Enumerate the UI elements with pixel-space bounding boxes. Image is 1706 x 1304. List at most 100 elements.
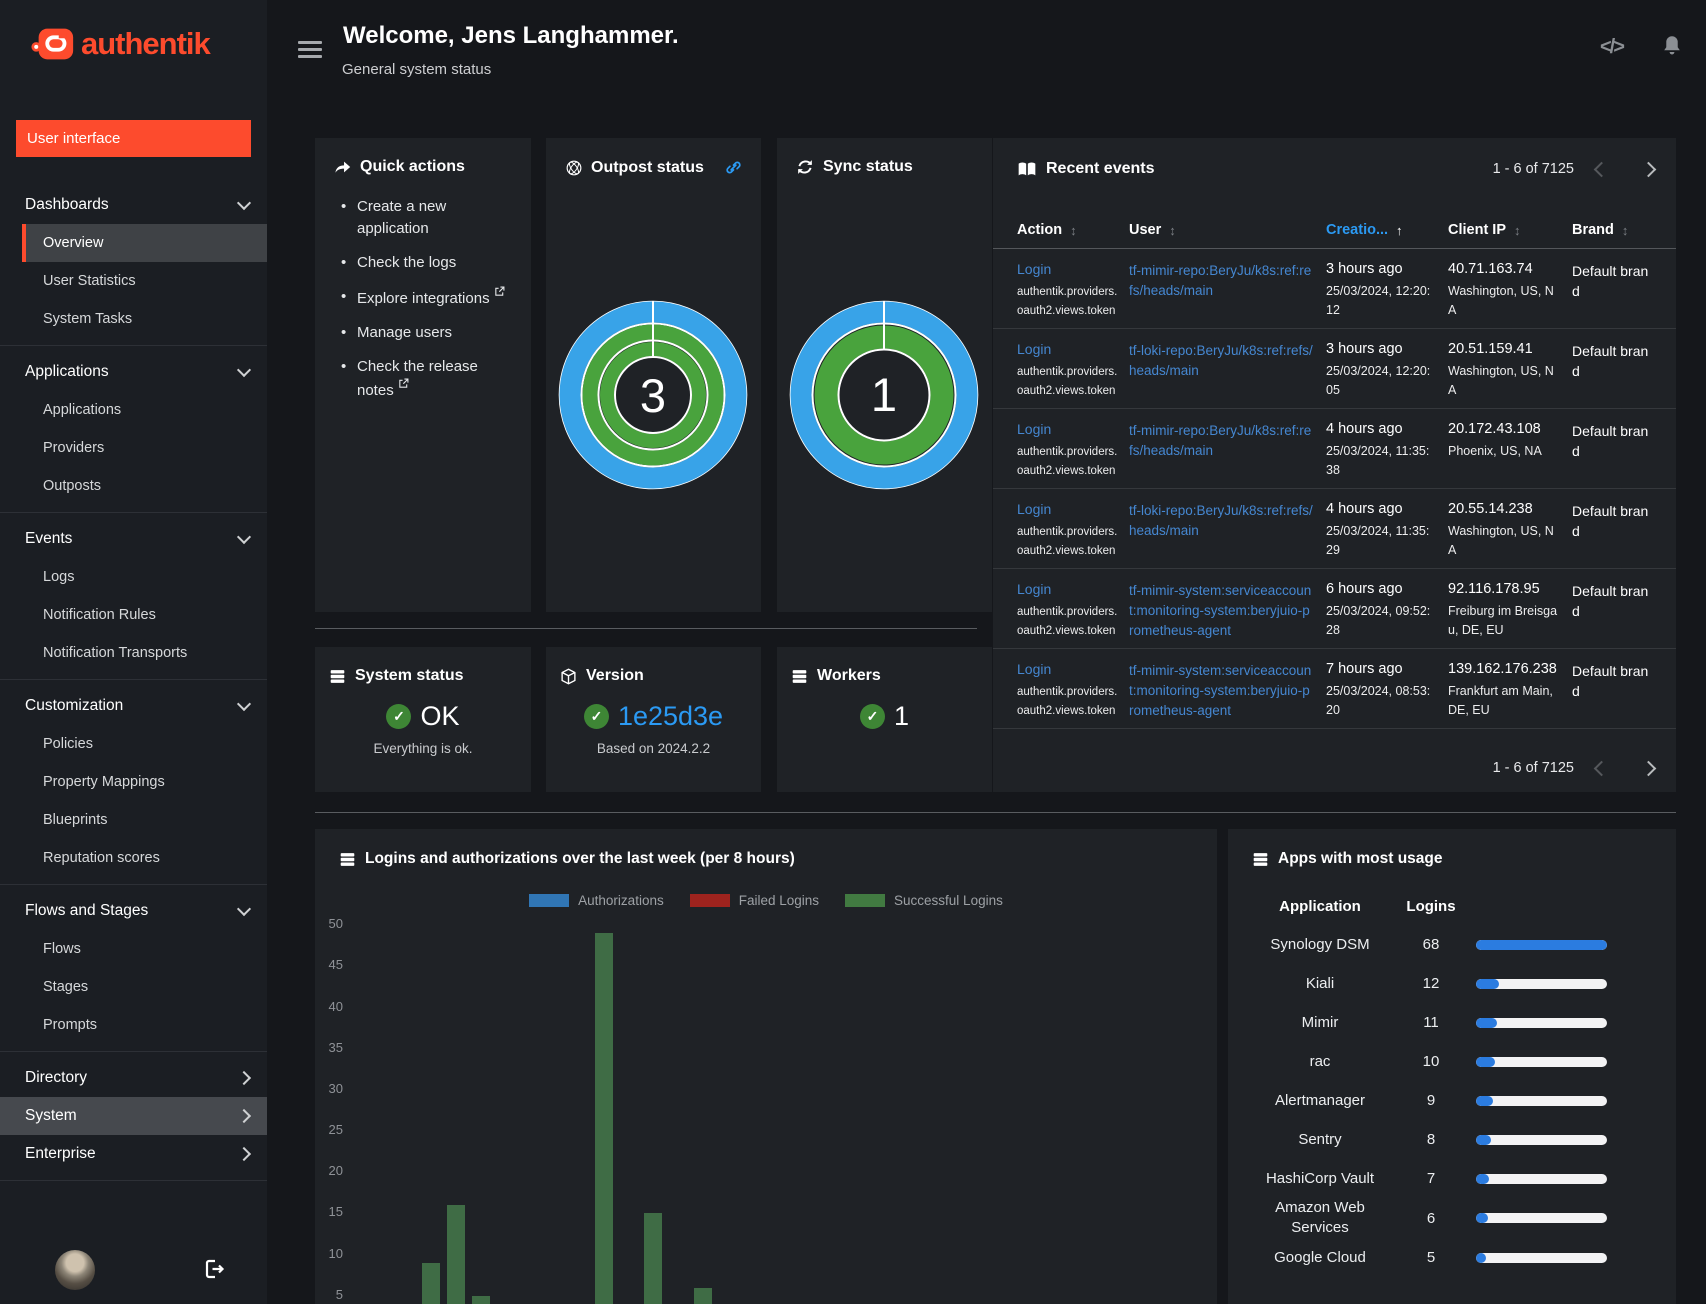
share-arrow-icon bbox=[335, 161, 351, 173]
chevron-down-icon bbox=[236, 362, 252, 378]
event-action-detail: authentik.providers.oauth2.views.token bbox=[1017, 286, 1118, 317]
usage-progress-fill bbox=[1476, 1213, 1488, 1223]
sidebar-item-logs[interactable]: Logs bbox=[0, 558, 267, 596]
sidebar-section-flows-and-stages[interactable]: Flows and Stages bbox=[0, 892, 267, 930]
sidebar-divider bbox=[0, 884, 267, 885]
usage-progress-track bbox=[1476, 1134, 1607, 1145]
events-column-action[interactable]: Action ↕ bbox=[1017, 222, 1117, 238]
sidebar-section-label: Directory bbox=[25, 1069, 88, 1086]
quick-action-check-the-logs[interactable]: Check the logs bbox=[357, 254, 457, 271]
sidebar-section-directory[interactable]: Directory bbox=[0, 1059, 267, 1097]
event-user-link[interactable]: tf-mimir-repo:BeryJu/k8s:ref:refs/heads/… bbox=[1129, 423, 1312, 458]
sidebar-item-label: Applications bbox=[43, 402, 122, 418]
usage-progress-track bbox=[1476, 939, 1607, 950]
user-interface-button[interactable]: User interface bbox=[16, 120, 251, 157]
apps-col-logins: Logins bbox=[1406, 898, 1456, 915]
recent-events-card: Recent events 1 - 6 of 7125 Action ↕ User ↕… bbox=[993, 138, 1676, 792]
sidebar-item-stages[interactable]: Stages bbox=[0, 968, 267, 1006]
server-icon bbox=[792, 669, 807, 683]
sidebar-section-dashboards[interactable]: Dashboards bbox=[0, 186, 267, 224]
sort-icon[interactable]: ↕ bbox=[1070, 222, 1077, 238]
sort-icon[interactable]: ↑ bbox=[1396, 222, 1403, 238]
event-action-link[interactable]: Login bbox=[1017, 581, 1052, 597]
outpost-link-icon[interactable] bbox=[724, 158, 743, 177]
sidebar-item-applications[interactable]: Applications bbox=[0, 391, 267, 429]
sort-icon[interactable]: ↕ bbox=[1169, 222, 1176, 238]
sidebar-item-prompts[interactable]: Prompts bbox=[0, 1006, 267, 1044]
events-column-creatio[interactable]: Creatio... ↑ bbox=[1326, 222, 1436, 238]
event-user-link[interactable]: tf-loki-repo:BeryJu/k8s:ref:refs/heads/m… bbox=[1129, 343, 1313, 378]
notifications-bell-icon[interactable] bbox=[1661, 34, 1683, 56]
events-table-row: Login authentik.providers.oauth2.views.to… bbox=[993, 489, 1676, 569]
sidebar-item-label: Overview bbox=[43, 235, 104, 251]
page-next-icon[interactable] bbox=[1640, 760, 1657, 776]
event-brand-cell: Default brand bbox=[1572, 341, 1652, 381]
event-geo: Washington, US, NA bbox=[1448, 524, 1554, 557]
sidebar-section-enterprise[interactable]: Enterprise bbox=[0, 1135, 267, 1173]
event-action-link[interactable]: Login bbox=[1017, 261, 1052, 277]
sidebar-section-applications[interactable]: Applications bbox=[0, 353, 267, 391]
sidebar-item-notification-transports[interactable]: Notification Transports bbox=[0, 634, 267, 672]
sort-icon[interactable]: ↕ bbox=[1514, 222, 1521, 238]
event-brand-cell: Default brand bbox=[1572, 501, 1652, 541]
sidebar-item-policies[interactable]: Policies bbox=[0, 725, 267, 763]
page-prev-icon[interactable] bbox=[1593, 760, 1610, 776]
event-action-link[interactable]: Login bbox=[1017, 421, 1052, 437]
sidebar-section-system[interactable]: System bbox=[0, 1097, 267, 1135]
event-user-cell: tf-loki-repo:BeryJu/k8s:ref:refs/heads/m… bbox=[1129, 341, 1314, 381]
event-user-link[interactable]: tf-loki-repo:BeryJu/k8s:ref:refs/heads/m… bbox=[1129, 503, 1313, 538]
events-column-client-ip[interactable]: Client IP ↕ bbox=[1448, 222, 1560, 238]
api-browser-icon[interactable]: </> bbox=[1600, 36, 1625, 58]
quick-action-explore-integrations[interactable]: Explore integrations bbox=[357, 290, 490, 307]
sidebar-item-label: Providers bbox=[43, 440, 105, 456]
sidebar-item-label: Prompts bbox=[43, 1017, 97, 1033]
sidebar-item-overview[interactable]: Overview bbox=[22, 224, 267, 262]
sort-icon[interactable]: ↕ bbox=[1621, 222, 1629, 238]
y-axis-tick: 30 bbox=[328, 1080, 343, 1096]
avatar[interactable] bbox=[55, 1250, 95, 1290]
event-action-link[interactable]: Login bbox=[1017, 661, 1052, 677]
sidebar-item-providers[interactable]: Providers bbox=[0, 429, 267, 467]
event-user-link[interactable]: tf-mimir-system:serviceaccount:monitorin… bbox=[1129, 663, 1312, 718]
page-next-icon[interactable] bbox=[1640, 161, 1657, 177]
app-usage-bar-cell bbox=[1476, 1213, 1611, 1223]
external-link-icon bbox=[494, 286, 505, 296]
quick-action-check-the-release-notes[interactable]: Check the release notes bbox=[357, 358, 478, 399]
workers-value: 1 bbox=[893, 701, 910, 731]
sidebar-item-notification-rules[interactable]: Notification Rules bbox=[0, 596, 267, 634]
outpost-status-card: Outpost status 3 bbox=[546, 138, 761, 612]
sidebar-section-label: Customization bbox=[25, 697, 124, 714]
sidebar-item-property-mappings[interactable]: Property Mappings bbox=[0, 763, 267, 801]
event-user-link[interactable]: tf-mimir-system:serviceaccount:monitorin… bbox=[1129, 583, 1312, 638]
logout-icon[interactable] bbox=[203, 1258, 225, 1280]
events-column-brand[interactable]: Brand ↕ bbox=[1572, 222, 1652, 238]
events-column-user[interactable]: User ↕ bbox=[1129, 222, 1314, 238]
sidebar-item-user-statistics[interactable]: User Statistics bbox=[0, 262, 267, 300]
sidebar-item-flows[interactable]: Flows bbox=[0, 930, 267, 968]
apps-table-row: Google Cloud 5 bbox=[1228, 1238, 1676, 1277]
sidebar-toggle-icon[interactable] bbox=[298, 41, 322, 62]
sidebar-item-system-tasks[interactable]: System Tasks bbox=[0, 300, 267, 338]
event-action-link[interactable]: Login bbox=[1017, 341, 1052, 357]
y-axis-tick: 15 bbox=[328, 1204, 343, 1220]
event-action-detail: authentik.providers.oauth2.views.token bbox=[1017, 526, 1118, 557]
sidebar-section-events[interactable]: Events bbox=[0, 520, 267, 558]
server-icon bbox=[340, 852, 355, 866]
app-logins-count: 10 bbox=[1422, 1053, 1440, 1070]
app-name: Mimir bbox=[1301, 1013, 1339, 1031]
sidebar-section-customization[interactable]: Customization bbox=[0, 687, 267, 725]
quick-action-manage-users[interactable]: Manage users bbox=[357, 324, 453, 341]
y-axis-tick: 5 bbox=[335, 1286, 343, 1302]
sidebar-item-outposts[interactable]: Outposts bbox=[0, 467, 267, 505]
page-prev-icon[interactable] bbox=[1593, 161, 1610, 177]
events-table-body: Login authentik.providers.oauth2.views.to… bbox=[993, 249, 1676, 729]
sidebar-item-reputation-scores[interactable]: Reputation scores bbox=[0, 839, 267, 877]
version-value-link[interactable]: 1e25d3e bbox=[617, 701, 724, 731]
sidebar-item-blueprints[interactable]: Blueprints bbox=[0, 801, 267, 839]
quick-action-create-a-new-application[interactable]: Create a new application bbox=[357, 198, 447, 237]
event-user-link[interactable]: tf-mimir-repo:BeryJu/k8s:ref:refs/heads/… bbox=[1129, 263, 1312, 298]
event-action-link[interactable]: Login bbox=[1017, 501, 1052, 517]
apps-table-row: Mimir 11 bbox=[1228, 1003, 1676, 1042]
event-client-ip-cell: 139.162.176.238 Frankfurt am Main, DE, EU bbox=[1448, 661, 1560, 720]
system-status-card: System status ✓ OK Everything is ok. bbox=[315, 647, 531, 792]
